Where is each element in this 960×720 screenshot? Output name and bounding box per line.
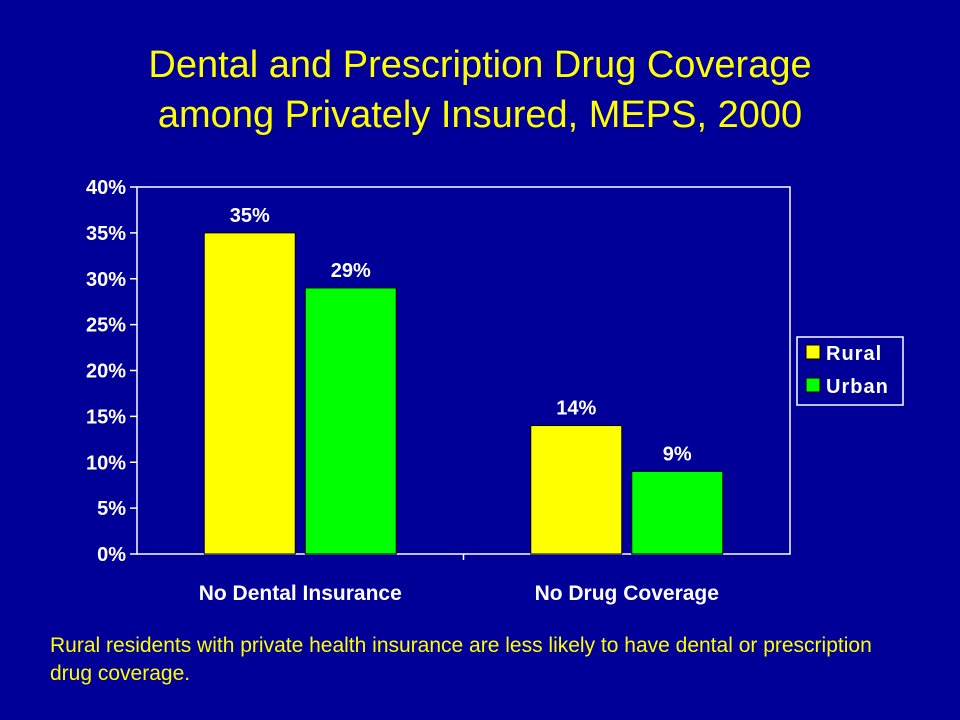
y-tick-label: 25% (86, 315, 126, 337)
y-tick-label: 40% (86, 177, 126, 199)
legend: Rural Urban (796, 336, 904, 406)
slide-title: Dental and Prescription Drug Coverage am… (0, 40, 960, 140)
title-line-2: among Privately Insured, MEPS, 2000 (157, 94, 803, 136)
data-label: 14% (556, 398, 596, 420)
legend-swatch-urban (805, 377, 821, 393)
y-tick-label: 5% (97, 498, 126, 520)
bar-rural-0 (203, 232, 296, 555)
bars: 35% 29% 14% 9% (203, 205, 724, 555)
y-tick-label: 15% (86, 406, 126, 428)
x-tick-label: No Drug Coverage (535, 582, 719, 605)
legend-box (796, 336, 904, 406)
data-label: 29% (331, 260, 371, 282)
legend-swatch-rural (805, 344, 821, 360)
y-tick-label: 20% (86, 361, 126, 383)
data-label: 9% (663, 443, 692, 465)
legend-label-urban: Urban (826, 376, 889, 398)
bar-chart: 0% 5% 10% 15% 20% 25% 30% 35% 40% 35% 29% 14% 9% No… (86, 177, 904, 605)
y-axis: 0% 5% 10% 15% 20% 25% 30% 35% 40% (86, 177, 137, 566)
title-line-1: Dental and Prescription Drug Coverage (148, 44, 812, 86)
bar-rural-1 (530, 425, 623, 555)
y-tick-label: 0% (97, 544, 126, 566)
x-axis: No Dental Insurance No Drug Coverage (199, 554, 719, 605)
x-tick-label: No Dental Insurance (199, 582, 402, 605)
bar-urban-1 (631, 470, 724, 555)
y-tick-label: 30% (86, 269, 126, 291)
y-tick-label: 35% (86, 223, 126, 245)
legend-label-rural: Rural (826, 343, 882, 365)
footnote: Rural residents with private health insu… (50, 634, 872, 685)
bar-urban-0 (304, 287, 397, 555)
data-label: 35% (230, 205, 270, 227)
y-tick-label: 10% (86, 452, 126, 474)
